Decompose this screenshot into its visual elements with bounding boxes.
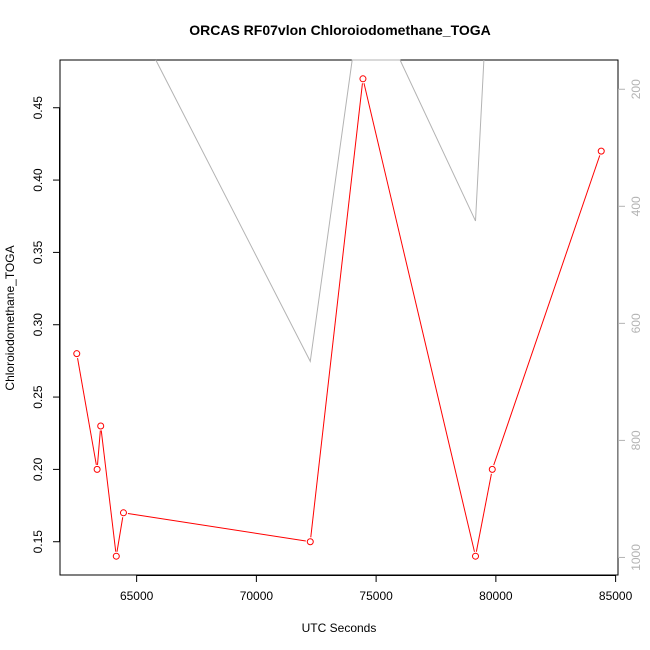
- x-axis-label: UTC Seconds: [302, 621, 377, 635]
- right-y-tick-label: 600: [629, 313, 643, 333]
- y-axis-label: Chloroiodomethane_TOGA: [3, 245, 17, 390]
- secondary-series-line: [155, 59, 485, 364]
- primary-series-segment: [116, 517, 124, 552]
- right-y-axis: 200 400 600 800 1000: [618, 79, 643, 571]
- x-tick-label: 65000: [120, 589, 154, 603]
- data-point: [488, 465, 496, 473]
- right-y-tick-label: 1000: [629, 544, 643, 571]
- primary-series: [73, 75, 605, 560]
- right-y-tick-label: 800: [629, 430, 643, 450]
- primary-series-segment: [363, 83, 475, 552]
- y-tick-label: 0.25: [31, 385, 45, 409]
- primary-series-segment: [96, 430, 101, 465]
- secondary-series: [155, 59, 485, 364]
- primary-series-segment: [100, 430, 117, 552]
- y-axis: 0.15 0.20 0.25 0.30 0.35 0.40 0.45: [31, 96, 60, 554]
- data-point: [597, 147, 605, 155]
- y-tick-label: 0.45: [31, 96, 45, 120]
- plot-area: [59, 59, 619, 576]
- right-y-tick-label: 200: [629, 79, 643, 99]
- y-tick-label: 0.20: [31, 457, 45, 481]
- x-tick-label: 75000: [359, 589, 393, 603]
- primary-series-segment: [475, 473, 492, 552]
- y-tick-label: 0.40: [31, 168, 45, 192]
- x-tick-label: 70000: [240, 589, 274, 603]
- y-tick-label: 0.35: [31, 240, 45, 264]
- primary-series-segment: [127, 512, 306, 542]
- data-point: [93, 465, 101, 473]
- data-point: [73, 350, 81, 358]
- x-axis: 65000 70000 75000 80000 85000: [120, 575, 633, 603]
- primary-series-segment: [310, 83, 363, 538]
- right-y-tick-label: 400: [629, 196, 643, 216]
- primary-series-segment: [77, 358, 97, 466]
- data-point: [359, 75, 367, 83]
- y-tick-label: 0.15: [31, 530, 45, 554]
- data-point: [97, 422, 105, 430]
- data-point: [112, 552, 120, 560]
- data-point: [119, 509, 127, 517]
- data-point: [472, 552, 480, 560]
- y-tick-label: 0.30: [31, 313, 45, 337]
- chart-title: ORCAS RF07vlon Chloroiodomethane_TOGA: [189, 22, 491, 38]
- primary-series-segment: [493, 155, 601, 466]
- data-point: [306, 538, 314, 546]
- x-tick-label: 80000: [479, 589, 513, 603]
- x-tick-label: 85000: [599, 589, 633, 603]
